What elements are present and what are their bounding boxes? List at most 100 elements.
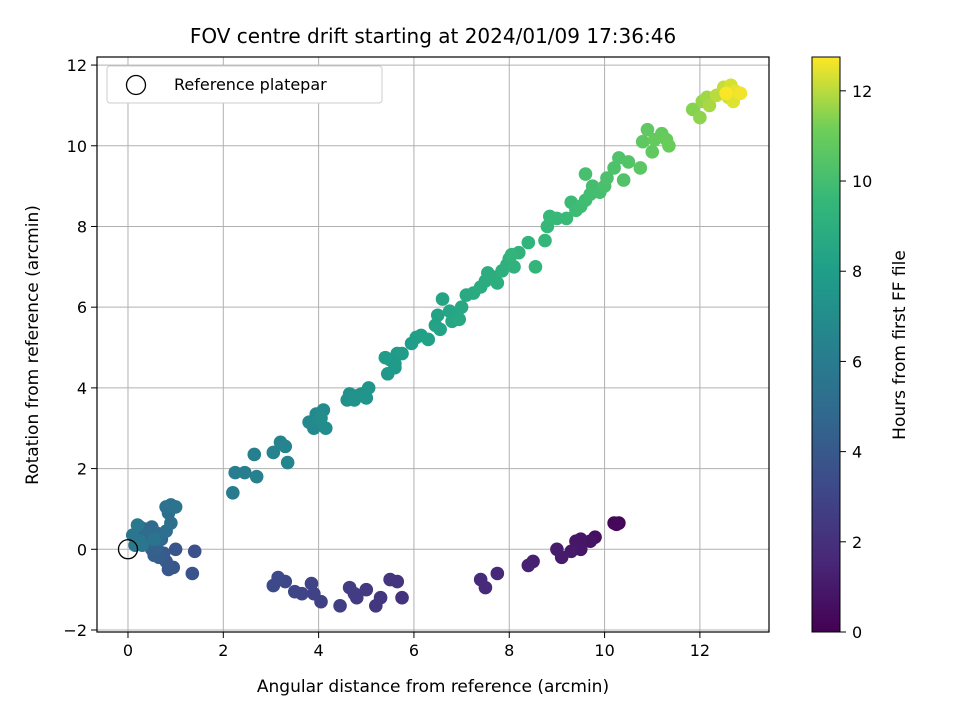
data-point: [359, 582, 374, 597]
colorbar-tick-label: 4: [852, 443, 862, 462]
data-point: [383, 572, 397, 587]
data-point: [395, 590, 409, 605]
reference-platepar-marker: [117, 539, 139, 560]
y-tick-label: 0: [77, 540, 87, 559]
data-point: [247, 447, 262, 462]
data-point: [635, 134, 650, 149]
data-point: [266, 578, 281, 593]
data-point: [609, 517, 624, 532]
data-point: [662, 138, 676, 153]
data-point: [559, 211, 574, 226]
data-point: [421, 332, 436, 347]
data-point: [147, 532, 161, 546]
x-tick-label: 8: [504, 641, 514, 660]
data-point: [185, 566, 200, 581]
data-points: [125, 78, 748, 613]
data-point: [490, 276, 505, 290]
data-point: [433, 322, 447, 337]
y-tick-label: 6: [77, 298, 87, 317]
x-tick-label: 6: [409, 641, 419, 660]
colorbar-tick-label: 0: [852, 623, 862, 642]
data-point: [645, 145, 660, 159]
colorbar-ticks: 0 2 4 6 8 10 12: [840, 82, 872, 642]
colorbar: 0 2 4 6 8 10 12 Hours from first FF file: [811, 56, 910, 642]
data-point: [702, 98, 717, 113]
y-tick-label: −2: [63, 621, 87, 640]
y-tick-label: 12: [67, 56, 87, 75]
colorbar-tick-label: 8: [852, 262, 862, 281]
data-point: [528, 260, 543, 274]
colorbar-tick-label: 12: [852, 82, 872, 101]
data-point: [454, 300, 469, 314]
data-point: [550, 542, 564, 557]
chart-title: FOV centre drift starting at 2024/01/09 …: [190, 24, 676, 48]
data-point: [616, 173, 631, 187]
y-axis-ticks: −2 0 2 4 6 8 10 12: [63, 56, 97, 640]
data-point: [719, 86, 733, 101]
data-point: [600, 171, 614, 185]
legend-entry-reference-platepar: Reference platepar: [174, 75, 327, 94]
data-point: [521, 235, 536, 250]
data-point: [395, 346, 409, 361]
data-point: [733, 86, 748, 101]
data-point: [550, 211, 564, 226]
colorbar-tick-label: 2: [852, 533, 862, 552]
plot-frame: [96, 56, 770, 633]
legend-marker: [125, 74, 147, 96]
data-point: [452, 312, 467, 327]
data-point: [237, 465, 252, 480]
data-point: [607, 161, 621, 175]
x-tick-label: 0: [123, 641, 133, 660]
data-point: [369, 598, 383, 613]
data-point: [314, 411, 328, 425]
x-tick-label: 10: [594, 641, 614, 660]
data-point: [504, 247, 519, 262]
data-point: [128, 538, 142, 553]
y-tick-label: 4: [77, 379, 87, 398]
data-point: [490, 566, 505, 581]
y-tick-label: 10: [67, 137, 87, 156]
legend: Reference platepar: [106, 65, 383, 104]
data-point: [621, 155, 636, 169]
data-point: [347, 393, 362, 407]
data-point: [304, 576, 319, 591]
data-point: [521, 558, 536, 573]
data-point: [333, 598, 347, 613]
data-point: [640, 122, 655, 137]
data-point: [578, 167, 593, 181]
data-point: [430, 308, 445, 323]
data-point: [226, 485, 240, 500]
data-point: [278, 439, 293, 454]
legend-box: [106, 65, 383, 104]
data-point: [388, 360, 402, 375]
data-point: [318, 421, 333, 436]
data-point: [187, 544, 202, 559]
y-tick-label: 2: [77, 460, 87, 479]
colorbar-tick-label: 10: [852, 172, 872, 191]
data-point: [538, 233, 552, 248]
data-point: [287, 584, 302, 599]
data-point: [168, 542, 183, 557]
x-tick-label: 4: [314, 641, 324, 660]
data-point: [249, 469, 264, 484]
data-point: [633, 161, 648, 175]
x-tick-label: 2: [218, 641, 228, 660]
y-tick-label: 8: [77, 217, 87, 236]
x-tick-label: 12: [690, 641, 710, 660]
data-point: [473, 572, 488, 587]
colorbar-gradient: [811, 56, 841, 633]
y-axis-label: Rotation from reference (arcmin): [23, 205, 43, 485]
x-axis-ticks: 0 2 4 6 8 10 12: [123, 632, 710, 660]
data-point: [266, 445, 281, 460]
data-point: [435, 292, 450, 306]
colorbar-label: Hours from first FF file: [890, 250, 910, 440]
data-point: [507, 260, 521, 274]
data-point: [168, 500, 183, 514]
data-point: [693, 110, 707, 125]
data-point: [361, 381, 376, 395]
data-point: [280, 455, 295, 470]
data-point: [378, 350, 393, 365]
data-point: [228, 465, 243, 480]
colorbar-tick-label: 6: [852, 352, 862, 371]
